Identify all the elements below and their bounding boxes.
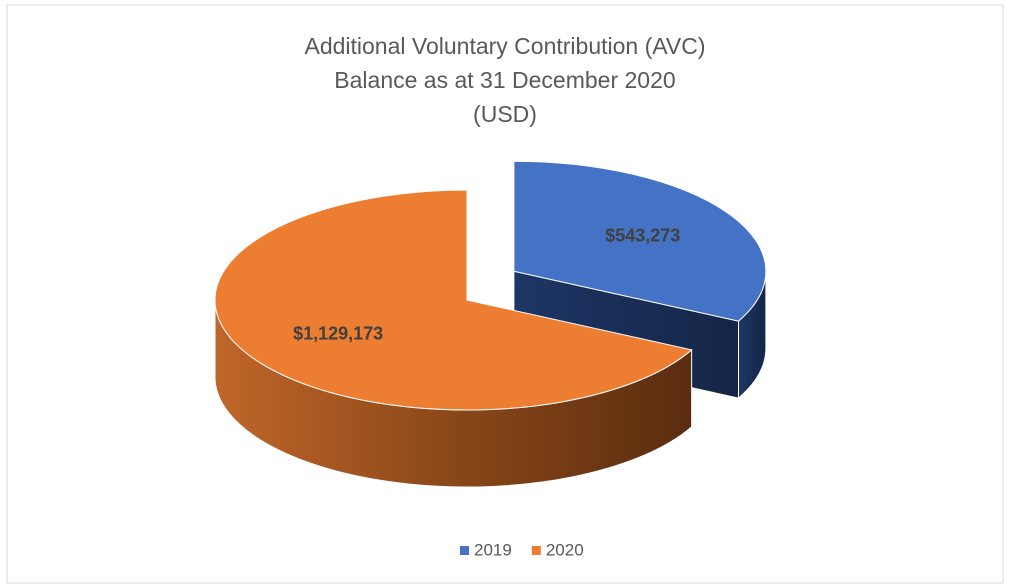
data-label: $1,129,173 (293, 323, 383, 343)
slice: $1,129,173 (214, 189, 693, 488)
chart-title: Additional Voluntary Contribution (AVC) (304, 33, 705, 59)
pie-slice (513, 160, 767, 322)
legend-label: 2019 (474, 540, 512, 559)
data-label: $543,273 (605, 225, 680, 245)
legend-swatch (531, 546, 541, 555)
chart-frame (6, 4, 1004, 584)
chart-title: (USD) (473, 101, 537, 127)
chart-title: Balance as at 31 December 2020 (334, 67, 675, 93)
legend-swatch (460, 546, 469, 555)
pie-slice (214, 189, 693, 411)
legend-label: 2020 (546, 540, 584, 559)
